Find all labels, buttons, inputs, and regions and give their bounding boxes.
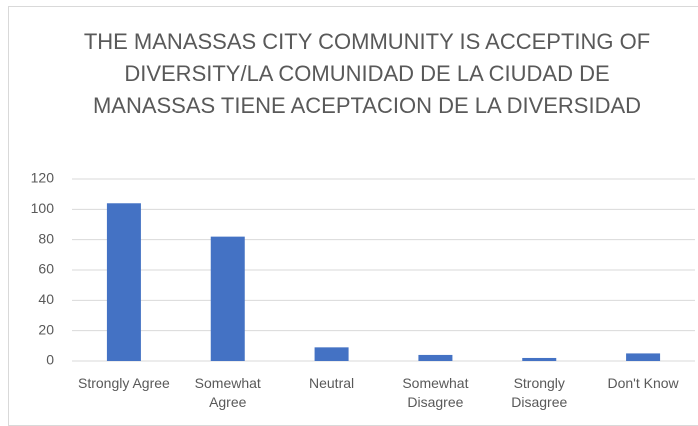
bar xyxy=(626,353,661,361)
bar xyxy=(210,236,245,361)
y-tick-label: 120 xyxy=(31,170,55,186)
x-tick-label: Neutral xyxy=(309,375,355,391)
x-tick-label: Somewhat Agree xyxy=(194,375,261,410)
bar xyxy=(522,357,557,361)
y-tick-label: 20 xyxy=(38,321,54,337)
y-tick-label: 0 xyxy=(46,352,54,368)
chart-title: THE MANASSAS CITY COMMUNITY IS ACCEPTING… xyxy=(83,29,651,118)
bar xyxy=(106,203,141,361)
y-tick-label: 40 xyxy=(38,291,54,307)
bar xyxy=(418,354,453,361)
y-tick-label: 60 xyxy=(38,261,54,277)
x-tick-label: Somewhat Disagree xyxy=(402,375,469,410)
bar xyxy=(314,347,349,361)
x-tick-label: Don't Know xyxy=(607,375,679,391)
x-tick-label: Strongly Agree xyxy=(77,375,170,391)
x-tick-label: Strongly Disagree xyxy=(511,375,568,410)
y-tick-label: 100 xyxy=(31,200,55,216)
y-tick-label: 80 xyxy=(38,230,54,246)
